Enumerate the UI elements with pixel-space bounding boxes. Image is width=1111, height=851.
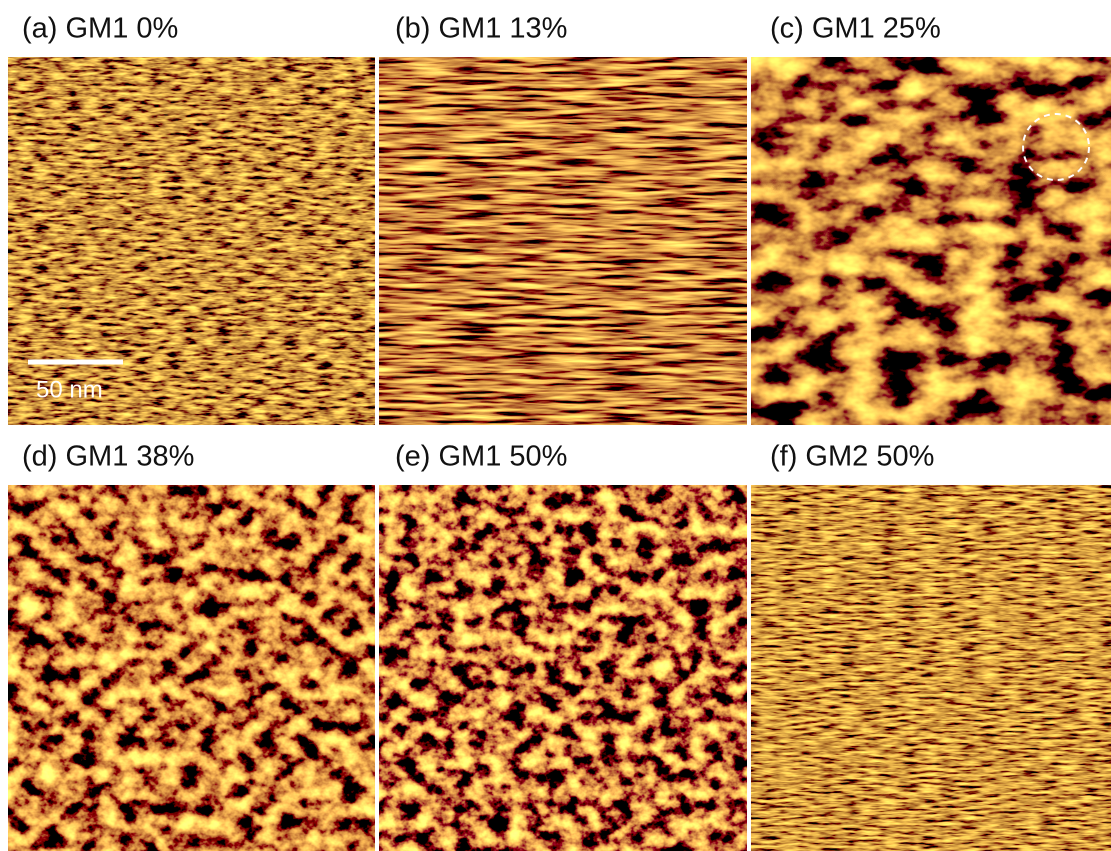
afm-image bbox=[379, 57, 747, 425]
afm-image bbox=[8, 57, 375, 425]
afm-image bbox=[379, 485, 747, 851]
afm-image bbox=[751, 57, 1111, 425]
panel-label: (d) GM1 38% bbox=[22, 441, 194, 473]
panel-label: (e) GM1 50% bbox=[395, 441, 567, 473]
afm-image bbox=[751, 485, 1111, 851]
figure: 50 nm (a) GM1 0% (b) GM1 13% (c) GM1 25%… bbox=[0, 0, 1111, 851]
panel-label: (c) GM1 25% bbox=[770, 13, 941, 45]
afm-image bbox=[8, 485, 375, 851]
panel-label: (b) GM1 13% bbox=[395, 13, 567, 45]
scale-bar-label: 50 nm bbox=[36, 376, 103, 403]
panel-label: (f) GM2 50% bbox=[770, 441, 934, 473]
panel-label: (a) GM1 0% bbox=[22, 13, 178, 45]
